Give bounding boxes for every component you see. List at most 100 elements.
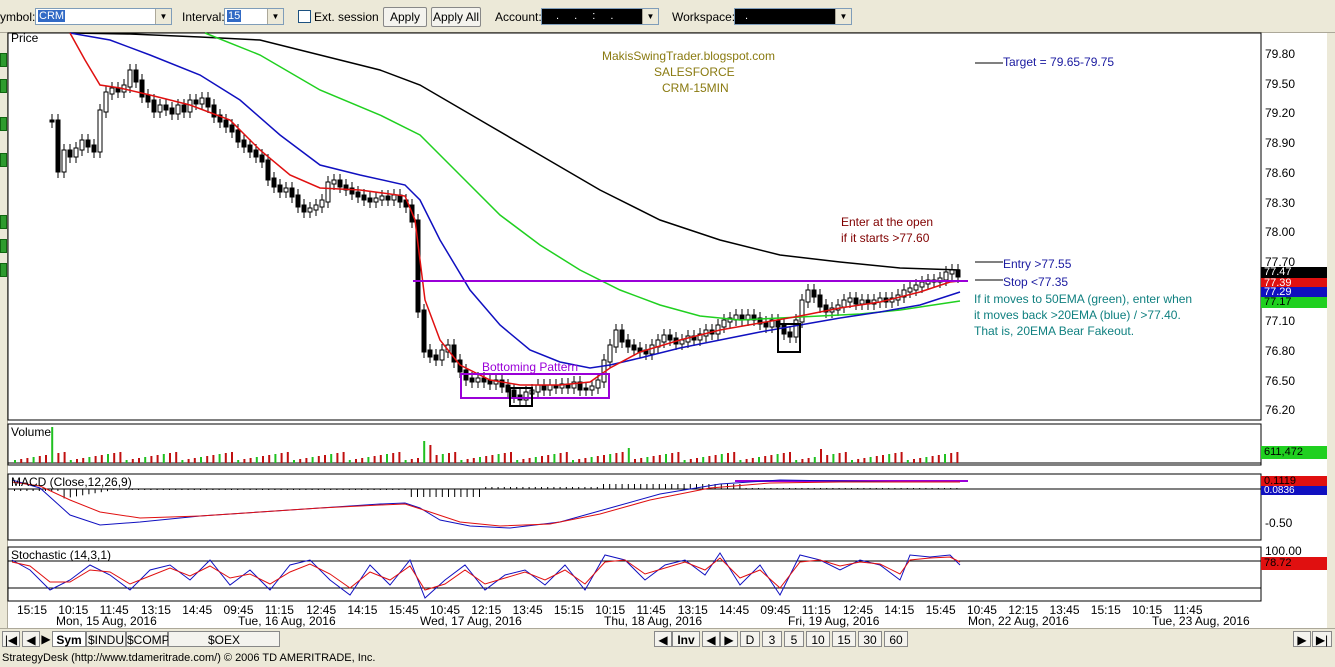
- volume-bar: [94, 456, 97, 463]
- volume-bar: [305, 458, 308, 463]
- interval-tab[interactable]: 15: [832, 631, 856, 647]
- macd-hist-bar: [882, 488, 883, 489]
- volume-bar: [100, 455, 103, 463]
- macd-signal-line: [11, 481, 960, 527]
- macd-hist-bar: [14, 489, 15, 491]
- time-axis-label: 14:45: [182, 603, 213, 617]
- volume-bar: [919, 458, 922, 463]
- candle-body: [169, 107, 175, 115]
- chevron-down-icon[interactable]: ▼: [835, 9, 851, 24]
- interval-tab[interactable]: 5: [784, 631, 804, 647]
- candle-body: [301, 204, 307, 213]
- candle-body: [589, 385, 595, 391]
- tab-compx[interactable]: $COMPX: [126, 631, 178, 647]
- macd-hist-bar: [789, 488, 790, 489]
- scroll-left-button[interactable]: ◀: [702, 631, 720, 647]
- tab-sym[interactable]: Sym: [52, 631, 86, 647]
- prev-button[interactable]: ◀: [22, 631, 40, 647]
- scroll-right-button[interactable]: ▶: [1293, 631, 1311, 647]
- interval-combo[interactable]: 15 ▼: [224, 8, 284, 25]
- volume-bar: [51, 427, 54, 463]
- volume-bar: [658, 455, 661, 463]
- volume-bar: [398, 452, 401, 463]
- draw-tool-button[interactable]: [0, 153, 7, 167]
- tab-oex[interactable]: $OEX: [168, 631, 280, 647]
- last-page-button[interactable]: ▶|: [1312, 631, 1332, 647]
- macd-hist-bar: [689, 484, 691, 489]
- volume-pane: [7, 423, 1262, 466]
- candle-body: [955, 269, 961, 278]
- volume-bar: [206, 456, 209, 463]
- macd-hist-bar: [658, 484, 660, 489]
- draw-tool-button[interactable]: [0, 117, 7, 131]
- account-label: Account:: [495, 10, 542, 24]
- volume-bar: [578, 459, 581, 463]
- volume-bar: [764, 456, 767, 463]
- interval-tab[interactable]: 60: [884, 631, 908, 647]
- macd-hist-bar: [379, 489, 381, 490]
- account-combo[interactable]: . . : . ▼: [541, 8, 659, 25]
- volume-bar: [503, 453, 506, 463]
- candle-body: [337, 179, 343, 188]
- draw-tool-button[interactable]: [0, 79, 7, 93]
- volume-bar: [38, 456, 41, 463]
- next-button[interactable]: ▶: [41, 632, 51, 646]
- draw-tool-button[interactable]: [0, 215, 7, 229]
- stoch-value-tag: 78.72: [1261, 557, 1327, 570]
- symbol-combo[interactable]: CRM ▼: [35, 8, 172, 25]
- macd-hist-bar: [950, 488, 952, 489]
- macd-hist-bar: [280, 489, 282, 490]
- workspace-combo[interactable]: . ▼: [734, 8, 852, 25]
- status-text: StrategyDesk (http://www.tdameritrade.co…: [2, 652, 376, 664]
- volume-bar: [231, 452, 233, 463]
- macd-hist-bar: [336, 489, 338, 490]
- price-pane-label: Price: [11, 31, 39, 45]
- interval-tab[interactable]: 10: [806, 631, 830, 647]
- volume-bar: [882, 455, 884, 463]
- tab-inv[interactable]: Inv: [672, 631, 700, 647]
- ext-session-label: Ext. session: [314, 10, 379, 24]
- volume-bar: [336, 453, 339, 463]
- draw-tool-button[interactable]: [0, 263, 7, 277]
- time-axis-label: 14:15: [884, 603, 915, 617]
- tab-indu[interactable]: $INDU: [86, 631, 126, 647]
- chevron-down-icon[interactable]: ▼: [267, 9, 283, 24]
- macd-hist-bar: [448, 489, 449, 497]
- macd-hist-bar: [572, 487, 573, 489]
- draw-tool-button[interactable]: [0, 53, 7, 67]
- macd-hist-bar: [355, 489, 356, 490]
- interval-tab[interactable]: 30: [858, 631, 882, 647]
- macd-hist-bar: [69, 489, 71, 498]
- macd-hist-bar: [603, 484, 604, 489]
- volume-bar: [324, 455, 326, 463]
- price-axis-label: 78.30: [1265, 195, 1296, 210]
- volume-bar: [156, 455, 159, 463]
- interval-tab[interactable]: 3: [762, 631, 782, 647]
- apply-all-button[interactable]: Apply All: [431, 7, 481, 27]
- macd-hist-bar: [714, 484, 716, 489]
- volume-bar: [739, 460, 742, 463]
- chevron-down-icon[interactable]: ▼: [155, 9, 171, 24]
- draw-tool-button[interactable]: [0, 239, 7, 253]
- enter-note-line2: if it starts >77.60: [841, 231, 930, 245]
- volume-bar: [609, 454, 612, 463]
- volume-bar: [119, 452, 122, 463]
- first-page-button[interactable]: |◀: [2, 631, 20, 647]
- symbol-label: ymbol:: [0, 10, 36, 24]
- candle-body: [313, 204, 319, 211]
- candle-body: [199, 97, 205, 105]
- macd-hist-bar: [26, 489, 28, 491]
- interval-tab[interactable]: D: [740, 631, 760, 647]
- chevron-down-icon[interactable]: ▼: [642, 9, 658, 24]
- apply-button[interactable]: Apply: [383, 7, 427, 27]
- volume-bar: [795, 460, 798, 463]
- macd-hist-bar: [398, 489, 400, 490]
- scroll-right-button[interactable]: ▶: [720, 631, 738, 647]
- scroll-left-button[interactable]: ◀: [654, 631, 672, 647]
- workspace-value: .: [745, 10, 749, 22]
- volume-bar: [541, 456, 543, 463]
- price-chart[interactable]: [0, 0, 1335, 628]
- volume-bar: [82, 458, 85, 463]
- volume-bar: [807, 458, 810, 463]
- ext-session-checkbox[interactable]: [298, 10, 311, 23]
